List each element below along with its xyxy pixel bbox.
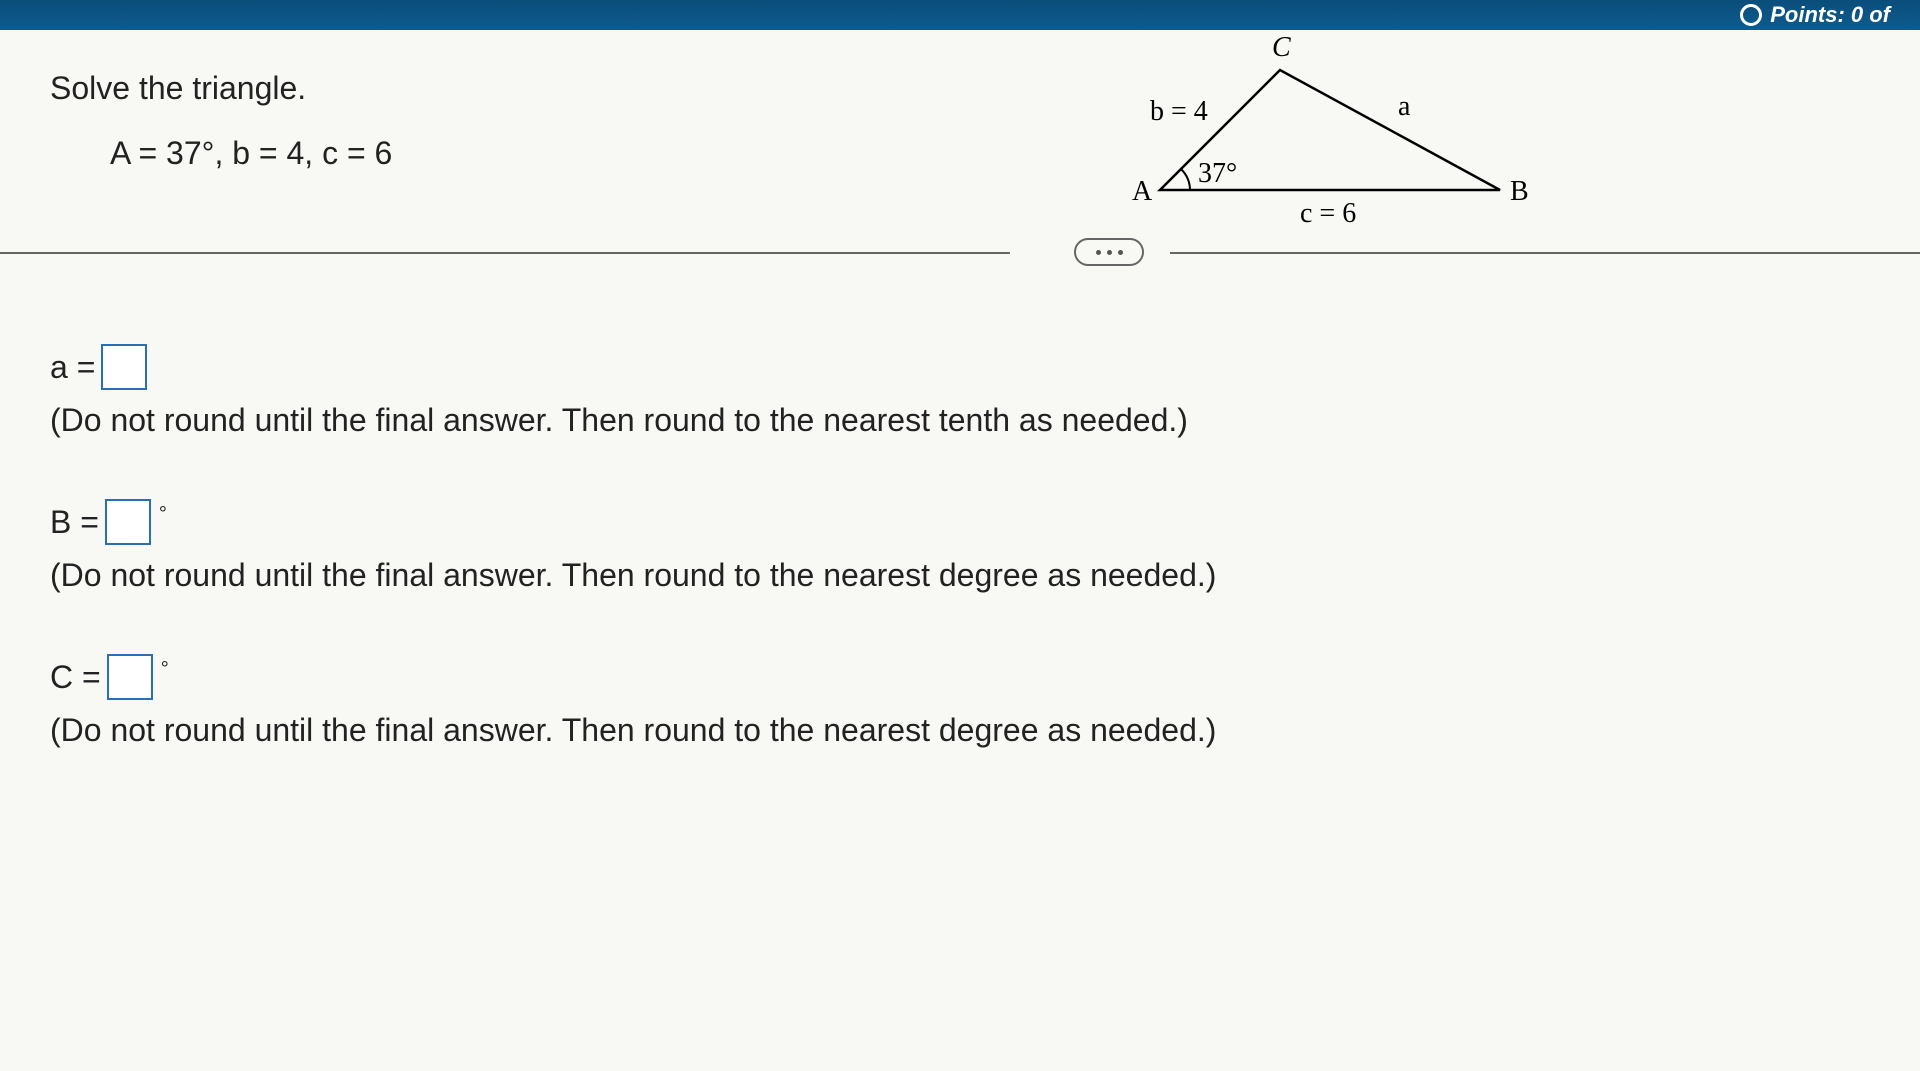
answer-a-label: a = (50, 349, 95, 386)
side-a-label: a (1398, 91, 1411, 122)
triangle-diagram: A B C b = 4 c = 6 a 37° (1160, 60, 1580, 255)
answer-a-block: a = (Do not round until the final answer… (50, 344, 1870, 439)
divider-right (1170, 252, 1920, 254)
points-icon (1740, 4, 1762, 26)
answer-c-block: C = ° (Do not round until the final answ… (50, 654, 1870, 749)
vertex-a-label: A (1132, 176, 1153, 207)
answer-a-input[interactable] (101, 344, 147, 390)
vertex-b-label: B (1510, 176, 1529, 207)
divider-left (0, 252, 1010, 254)
points-label: Points: 0 of (1770, 2, 1890, 28)
side-c-label: c = 6 (1300, 198, 1356, 229)
problem-content: Solve the triangle. A = 37°, b = 4, c = … (0, 30, 1920, 749)
more-button[interactable] (1074, 238, 1144, 266)
problem-prompt: Solve the triangle. (50, 70, 1870, 107)
answer-c-input[interactable] (107, 654, 153, 700)
dot-icon (1107, 250, 1112, 255)
problem-given: A = 37°, b = 4, c = 6 (110, 135, 1870, 172)
vertex-c-label: C (1272, 32, 1291, 63)
answer-b-note: (Do not round until the final answer. Th… (50, 557, 1870, 594)
dot-icon (1096, 250, 1101, 255)
dot-icon (1118, 250, 1123, 255)
angle-arc (1181, 169, 1190, 190)
divider-row (50, 252, 1870, 254)
answer-b-block: B = ° (Do not round until the final answ… (50, 499, 1870, 594)
angle-a-label: 37° (1198, 158, 1237, 189)
answer-a-note: (Do not round until the final answer. Th… (50, 402, 1870, 439)
answer-c-label: C = (50, 659, 101, 696)
answer-b-label: B = (50, 504, 99, 541)
answer-b-input[interactable] (105, 499, 151, 545)
answer-c-unit: ° (161, 658, 169, 681)
answer-b-unit: ° (159, 503, 167, 526)
header-bar: Points: 0 of (0, 0, 1920, 30)
side-b-label: b = 4 (1150, 96, 1208, 127)
answer-c-note: (Do not round until the final answer. Th… (50, 712, 1870, 749)
